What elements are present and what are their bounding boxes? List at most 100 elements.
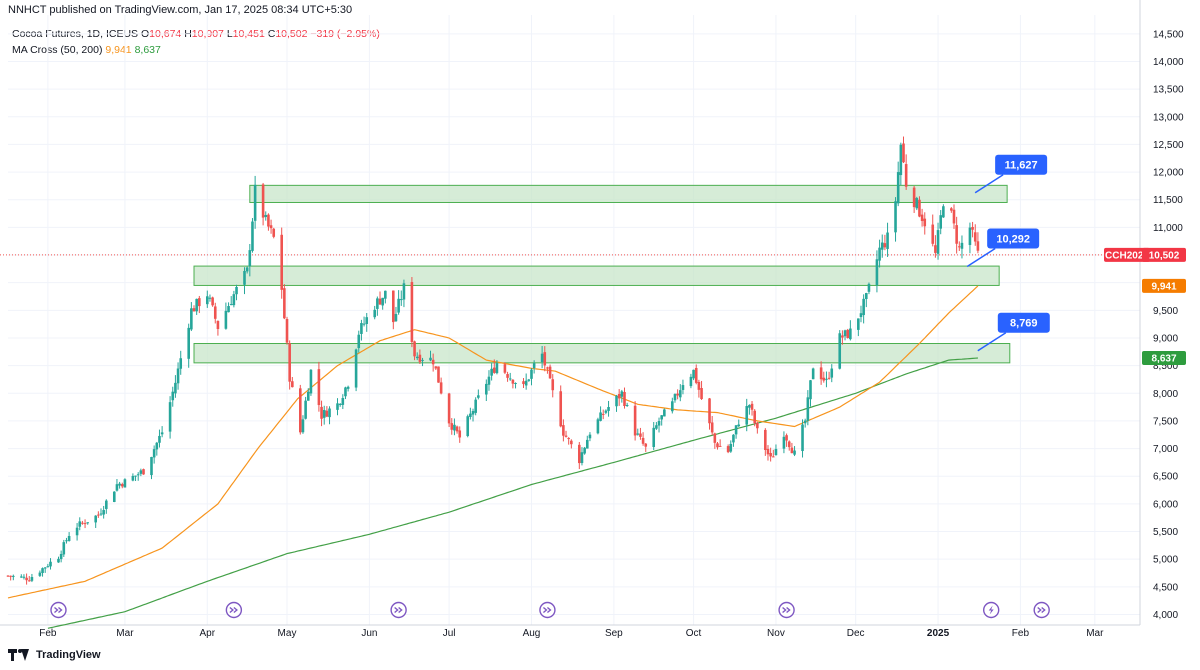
candle-body: [115, 484, 119, 491]
time-tick-label: May: [278, 628, 297, 639]
candle-body: [623, 391, 626, 407]
candle-body: [341, 398, 345, 405]
forward-icon: [1037, 606, 1046, 614]
candle-body: [700, 388, 703, 400]
candle-body: [782, 436, 786, 449]
candle-body: [378, 298, 382, 305]
candle-body: [931, 224, 935, 244]
candle-body: [455, 426, 459, 432]
candle-body: [607, 406, 610, 411]
candle-body: [548, 366, 552, 379]
time-axis: Feb Mar Apr May Jun Jul Aug Sep Oct Nov Dec 2025 Feb…: [39, 628, 1104, 639]
candle-body: [123, 479, 127, 488]
candle-body: [625, 405, 629, 407]
candle-body: [894, 201, 897, 233]
price-tick-label: 9,000: [1153, 333, 1178, 344]
candle-body: [224, 310, 228, 329]
candle-body: [477, 395, 480, 398]
price-tick-label: 8,000: [1153, 389, 1178, 400]
candle-body: [843, 330, 847, 337]
candle-body: [585, 439, 589, 449]
candle-body: [764, 429, 767, 450]
brand-name: TradingView: [36, 649, 101, 661]
candle-body: [562, 425, 565, 436]
candle-body: [362, 323, 366, 325]
price-tag-label: 8,637: [1151, 354, 1176, 365]
price-tag-label: 10,502: [1149, 250, 1180, 261]
candle-body: [710, 422, 714, 433]
candle-body: [344, 387, 347, 397]
candle-body: [431, 359, 435, 365]
resistance-zone: [193, 343, 1011, 364]
indicator-name[interactable]: MA Cross (50, 200): [12, 44, 103, 56]
ma50-line: [7, 285, 979, 599]
candle-body: [94, 515, 97, 523]
candle-body: [392, 290, 395, 323]
candle-body: [657, 421, 661, 426]
candle-body: [471, 411, 475, 415]
candle-body: [912, 187, 916, 208]
price-tag: [1142, 351, 1186, 366]
callout-pointer: [974, 174, 1004, 194]
candle-body: [588, 434, 592, 439]
candle-body: [750, 403, 754, 410]
candle-body: [264, 214, 268, 218]
candle-body: [878, 247, 881, 261]
candle-body: [487, 376, 491, 385]
candle-body: [155, 442, 159, 450]
candle-body: [692, 369, 695, 379]
tradingview-footer[interactable]: TradingView: [8, 649, 101, 661]
candle-body: [450, 423, 454, 430]
candle-body: [495, 363, 499, 374]
callout-label: 8,769: [1010, 318, 1038, 330]
price-tag: [1142, 278, 1186, 293]
candle-body: [641, 437, 645, 444]
candle-body: [269, 225, 273, 229]
candle-body: [174, 382, 177, 394]
candle-body: [570, 440, 573, 445]
price-tick-label: 11,000: [1153, 223, 1183, 234]
candle-body: [615, 395, 618, 407]
price-tick-label: 4,000: [1153, 610, 1178, 621]
candle-body: [208, 297, 212, 299]
candle-body: [713, 433, 717, 443]
candle-body: [105, 500, 108, 509]
candle-body: [540, 353, 544, 363]
price-tick-label: 13,500: [1153, 85, 1184, 96]
candle-body: [280, 234, 283, 290]
price-tick-label: 14,000: [1153, 57, 1184, 68]
candle-body: [968, 227, 972, 245]
candle-body: [232, 294, 236, 306]
candle-body: [971, 226, 974, 230]
candle-body: [474, 399, 477, 413]
candle-body: [939, 215, 943, 229]
candle-body: [81, 522, 84, 524]
candle-body: [811, 368, 815, 380]
candle-body: [211, 297, 214, 306]
candle-body: [976, 241, 980, 251]
candle-body: [320, 406, 323, 419]
candle-body: [617, 394, 621, 399]
candle-body: [580, 452, 584, 464]
ma50-curve: [7, 285, 979, 599]
candle-body: [67, 536, 71, 541]
candle-body: [346, 386, 350, 389]
candle-body: [415, 356, 419, 359]
candle-body: [753, 410, 756, 424]
candle-body: [192, 308, 196, 312]
price-tick-label: 12,000: [1153, 168, 1184, 179]
candle-body: [596, 419, 600, 434]
candle-body: [176, 368, 180, 384]
candle-body: [41, 568, 44, 573]
time-tick-label: Dec: [847, 628, 865, 639]
candle-body: [633, 405, 637, 436]
candle-body: [745, 406, 749, 425]
candle-body: [559, 391, 563, 427]
candle-body: [421, 359, 424, 361]
time-tick-label: Jun: [361, 628, 377, 639]
candle-body: [195, 298, 198, 312]
candle-body: [86, 522, 90, 524]
candle-body: [620, 391, 624, 397]
candle-body: [955, 225, 958, 244]
